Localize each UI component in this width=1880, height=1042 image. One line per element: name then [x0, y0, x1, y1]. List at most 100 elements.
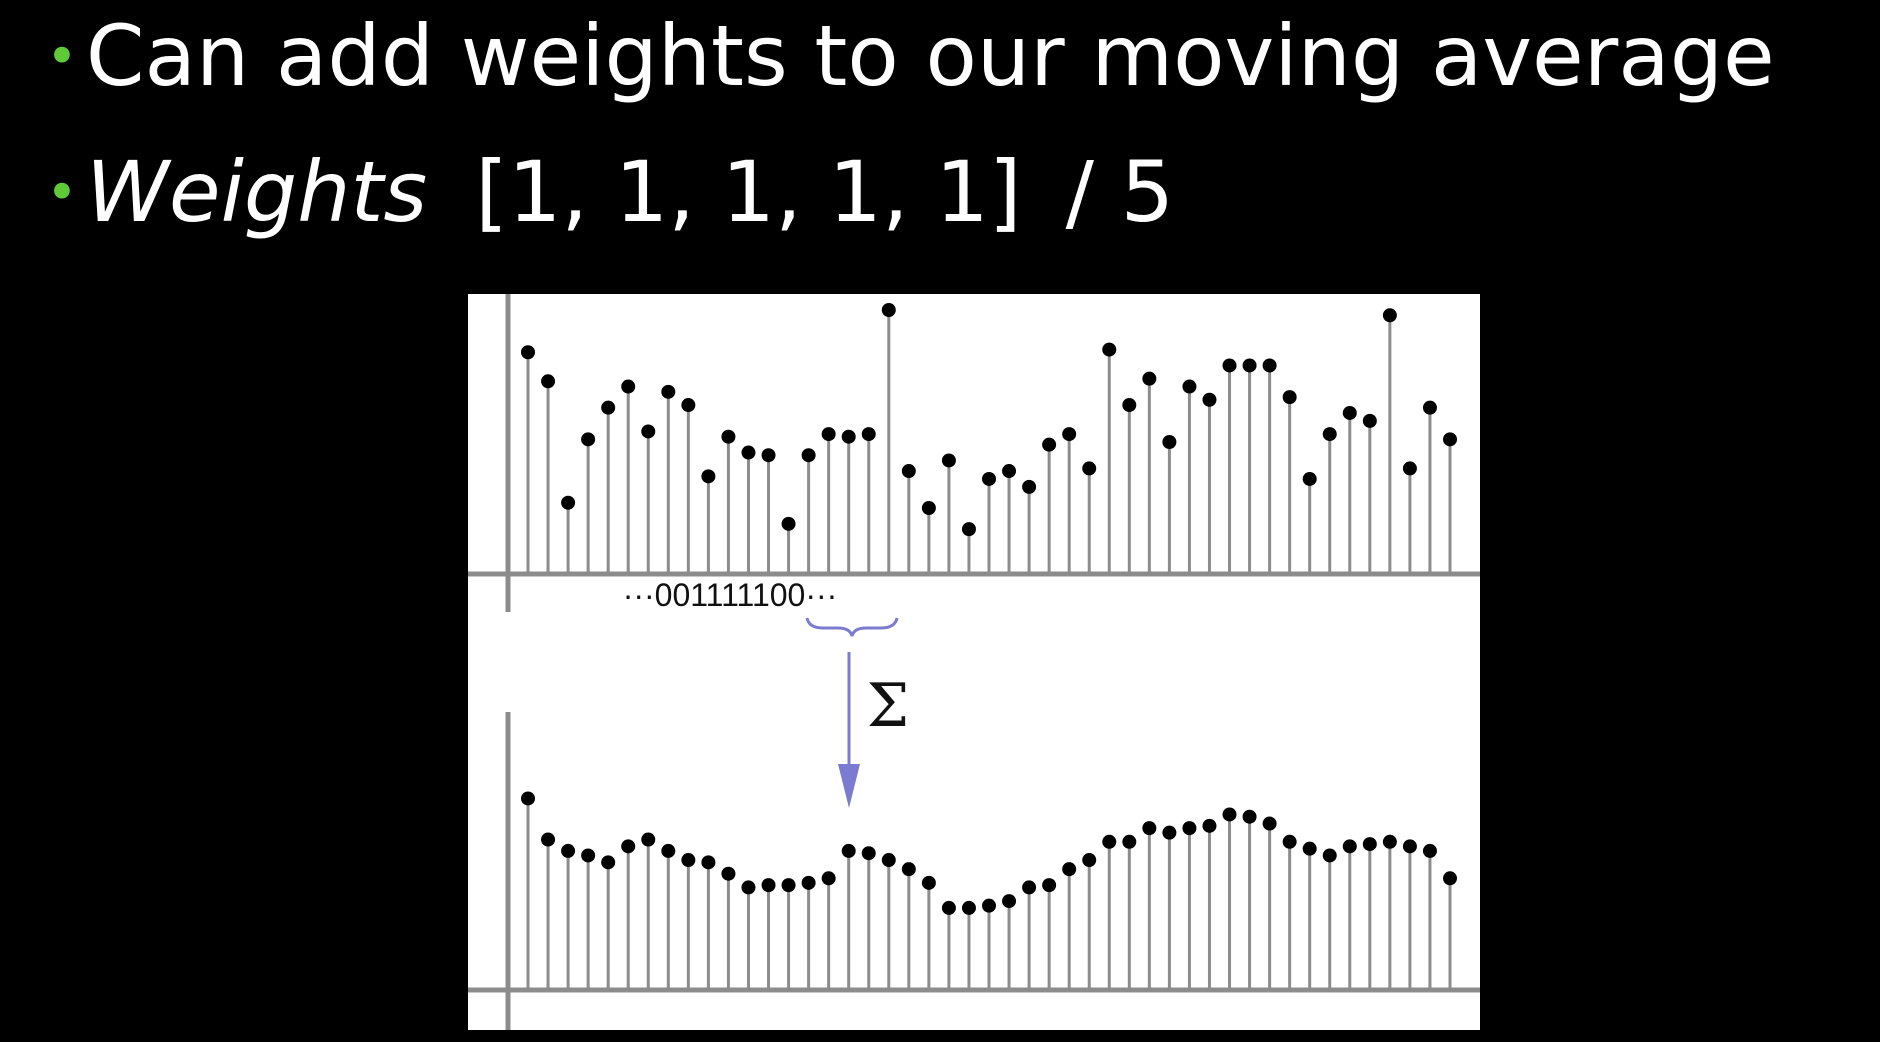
smoothed-signal-point [1443, 871, 1457, 886]
input-signal-point [1182, 379, 1197, 394]
smoothed-signal-point [841, 843, 856, 858]
input-signal-point [661, 384, 676, 399]
input-signal-point [1242, 358, 1257, 373]
input-signal-point [1082, 461, 1097, 476]
moving-average-figure: ···001111100··· Σ [468, 294, 1480, 1030]
input-signal-point [1362, 413, 1377, 428]
smoothed-signal-point [1222, 807, 1237, 822]
smoothed-signal-point [801, 875, 816, 890]
smoothed-signal-point [821, 871, 836, 886]
smoothed-signal-point [681, 853, 696, 868]
smoothed-signal-point [1002, 894, 1017, 909]
smoothed-signal-point [581, 848, 596, 863]
smoothed-signal-point [741, 880, 756, 895]
smoothed-signal-point [1062, 862, 1077, 877]
smoothed-signal-point [761, 878, 776, 893]
input-signal-point [681, 398, 696, 413]
smoothed-signal-point [1122, 834, 1137, 849]
smoothed-signal-point [1362, 837, 1377, 852]
smoothed-signal-point [701, 855, 716, 870]
input-signal-point [701, 469, 716, 484]
stem-plot-diagram: ···001111100··· Σ [468, 294, 1480, 1030]
smoothed-signal-point [601, 855, 616, 870]
smoothed-signal-point [1102, 834, 1117, 849]
input-signal-point [1382, 308, 1397, 323]
input-signal-point [1162, 435, 1177, 449]
input-signal-point [1342, 405, 1357, 420]
input-signal-point [581, 432, 596, 447]
smoothed-signal-point [982, 898, 996, 913]
plot-axes [468, 294, 1480, 1030]
input-signal-point [901, 464, 916, 479]
smoothed-signal-point [541, 832, 556, 847]
smoothed-signal-point [1202, 818, 1217, 833]
weights-vector: [1, 1, 1, 1, 1] [475, 143, 1022, 241]
input-signal-point [1262, 358, 1277, 373]
smoothed-signal-point [641, 832, 656, 847]
smoothed-signal-point [1262, 816, 1277, 831]
input-signal-point [1002, 464, 1017, 479]
weights-label: Weights [85, 143, 428, 241]
input-signal-point [641, 424, 656, 439]
smoothed-signal-point [1422, 843, 1437, 858]
input-signal-point [841, 429, 856, 444]
smoothed-signal-point [1042, 878, 1057, 893]
smoothed-signal-point [1182, 821, 1197, 836]
smoothed-signal-point [1342, 839, 1357, 854]
input-signal-point [621, 379, 636, 394]
bullet-2: • Weights [1, 1, 1, 1, 1] / 5 [46, 150, 1174, 234]
weights-divisor: / 5 [1065, 143, 1175, 241]
bullet-1: • Can add weights to our moving average [46, 14, 1775, 98]
input-signal-point [861, 427, 876, 442]
input-signal-point [921, 501, 936, 515]
input-signal-point [1282, 390, 1297, 405]
smoothed-signal-point [961, 900, 976, 915]
input-signal-point [521, 345, 535, 360]
bullet-dot-icon: • [46, 25, 78, 88]
input-signal-point [941, 453, 956, 468]
input-signal-point [881, 303, 896, 317]
smoothed-signal-stems [521, 791, 1457, 990]
smoothed-signal-point [1322, 848, 1337, 863]
smoothed-signal-point [1242, 809, 1257, 824]
input-signal-point [801, 448, 816, 463]
smoothed-signal-point [881, 853, 896, 868]
smoothed-signal-point [721, 866, 736, 881]
input-signal-point [561, 495, 576, 510]
input-signal-point [961, 522, 976, 537]
smoothed-signal-point [1022, 880, 1037, 895]
input-signal-point [1443, 432, 1457, 447]
input-signal-point [1062, 427, 1077, 442]
smoothed-signal-point [1082, 853, 1097, 868]
input-signal-point [1422, 400, 1437, 415]
input-signal-stems [521, 303, 1457, 574]
smoothed-signal-point [1382, 834, 1397, 849]
sum-symbol: Σ [867, 671, 909, 741]
bullet-dot-icon: • [46, 161, 78, 224]
input-signal-point [1402, 461, 1417, 476]
input-signal-point [1022, 479, 1037, 494]
bullet-1-text: Can add weights to our moving average [85, 7, 1775, 105]
input-signal-point [1122, 398, 1137, 413]
smoothed-signal-point [941, 900, 956, 915]
input-signal-point [541, 374, 556, 389]
input-signal-point [821, 427, 836, 442]
kernel-label: ···001111100··· [623, 577, 838, 613]
sum-arrow-head-icon [838, 764, 860, 808]
smoothed-signal-point [901, 862, 916, 877]
input-signal-point [1042, 437, 1057, 452]
smoothed-signal-point [1402, 839, 1417, 854]
smoothed-signal-point [661, 843, 676, 858]
input-signal-point [761, 448, 776, 463]
input-signal-point [781, 516, 796, 531]
input-signal-point [1142, 371, 1157, 386]
smoothed-signal-point [1162, 825, 1177, 840]
smoothed-signal-point [781, 878, 796, 893]
input-signal-point [1102, 342, 1117, 357]
input-signal-point [982, 471, 996, 486]
input-signal-point [741, 445, 756, 460]
input-signal-point [1322, 427, 1337, 442]
input-signal-point [1222, 358, 1237, 373]
smoothed-signal-point [521, 791, 535, 806]
smoothed-signal-point [1302, 841, 1317, 856]
